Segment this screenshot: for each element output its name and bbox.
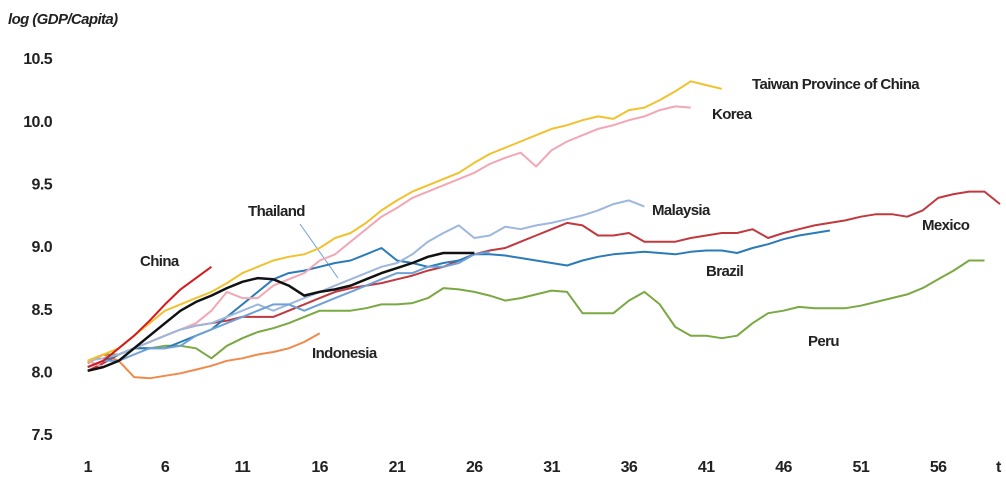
series-line xyxy=(87,105,691,369)
series-line xyxy=(87,80,722,362)
x-tick-label: 26 xyxy=(466,459,483,476)
x-tick-label: 11 xyxy=(234,459,250,476)
x-tick-label: 51 xyxy=(853,459,870,476)
series-line xyxy=(87,259,985,362)
series-label: Peru xyxy=(808,333,839,350)
x-tick-label: 21 xyxy=(389,459,406,476)
y-tick-label: 8.5 xyxy=(32,302,53,319)
series-line xyxy=(87,332,321,380)
y-tick-label: 9.0 xyxy=(32,239,53,256)
series-label: Indonesia xyxy=(312,345,378,362)
x-tick-label: 41 xyxy=(698,459,715,476)
x-tick-label: 46 xyxy=(775,459,792,476)
x-axis-title: t xyxy=(996,459,1002,476)
series-line xyxy=(87,199,645,362)
series-line xyxy=(87,229,831,369)
series-label: Korea xyxy=(712,106,753,123)
x-tick-label: 31 xyxy=(543,459,560,476)
x-tick-label: 36 xyxy=(621,459,638,476)
series-label: Taiwan Province of China xyxy=(752,76,920,93)
x-tick-label: 6 xyxy=(161,459,170,476)
series-label: Malaysia xyxy=(652,202,711,219)
series-line xyxy=(87,265,212,369)
y-tick-label: 10.5 xyxy=(23,51,52,68)
series-label: China xyxy=(140,253,180,270)
y-tick-label: 9.5 xyxy=(32,177,53,194)
y-tick-label: 7.5 xyxy=(32,427,53,444)
series-line xyxy=(87,251,475,373)
series-line xyxy=(87,190,1001,372)
y-tick-label: 8.0 xyxy=(32,365,53,382)
label-pointer xyxy=(299,223,339,279)
y-tick-label: 10.0 xyxy=(23,114,52,131)
series-label: Mexico xyxy=(922,217,970,234)
series-label: Thailand xyxy=(248,203,305,220)
x-tick-label: 1 xyxy=(84,459,93,476)
series-line xyxy=(87,250,490,369)
y-axis-title: log (GDP/Capita) xyxy=(8,11,118,28)
x-tick-label: 16 xyxy=(311,459,328,476)
x-tick-label: 56 xyxy=(930,459,947,476)
series-label: Brazil xyxy=(706,263,744,280)
